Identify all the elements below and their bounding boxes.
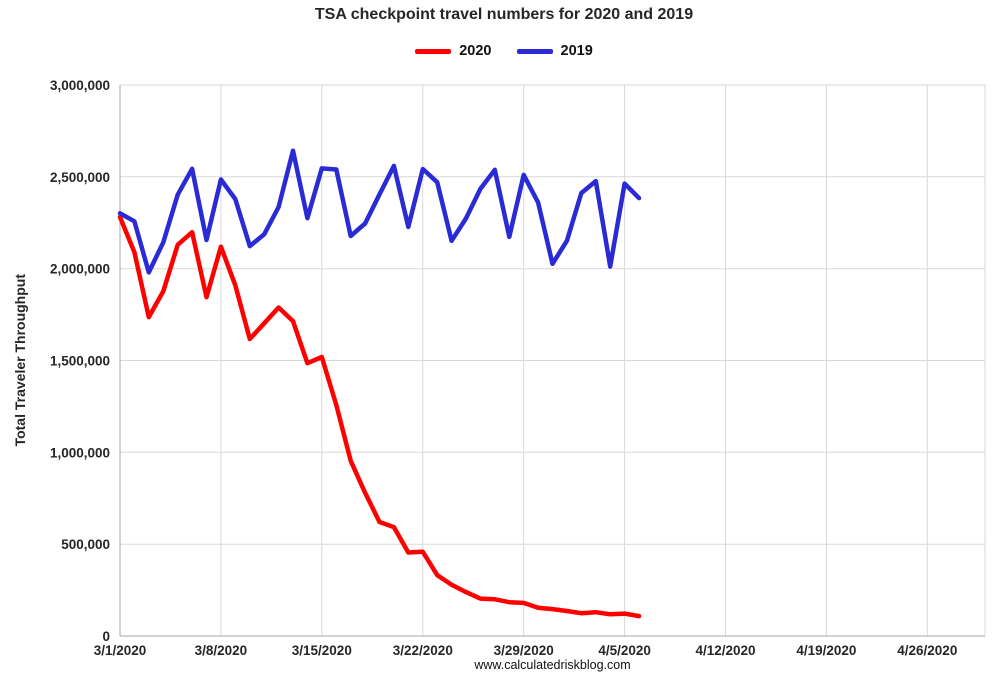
x-tick-label: 3/29/2020: [494, 643, 554, 658]
y-tick-label: 1,000,000: [50, 445, 110, 460]
x-tick-label: 3/8/2020: [195, 643, 248, 658]
series-line-2020: [117, 214, 642, 619]
x-tick-label: 4/26/2020: [897, 643, 957, 658]
y-tick-label: 2,000,000: [50, 262, 110, 277]
x-tick-label: 3/1/2020: [94, 643, 147, 658]
y-tick-label: 1,500,000: [50, 354, 110, 369]
y-tick-label: 2,500,000: [50, 170, 110, 185]
y-tick-label: 500,000: [61, 537, 110, 552]
y-tick-label: 3,000,000: [50, 78, 110, 93]
legend-swatch-2020: [415, 48, 452, 54]
legend-item-2020: 2020: [415, 43, 492, 59]
legend-label-2019: 2019: [560, 43, 593, 59]
footer-url: www.calculatedriskblog.com: [474, 658, 631, 672]
x-tick-label: 3/15/2020: [292, 643, 352, 658]
y-tick-label: 0: [102, 629, 110, 644]
series-line-2019: [117, 148, 642, 275]
x-tick-label: 4/12/2020: [695, 643, 755, 658]
legend-swatch-2019: [516, 48, 553, 54]
chart-title: TSA checkpoint travel numbers for 2020 a…: [314, 6, 694, 23]
legend: 2020 2019: [0, 43, 1008, 59]
x-tick-label: 4/19/2020: [796, 643, 856, 658]
legend-label-2020: 2020: [459, 43, 492, 59]
legend-item-2019: 2019: [516, 43, 593, 59]
x-tick-label: 3/22/2020: [393, 643, 453, 658]
x-tick-label: 4/5/2020: [598, 643, 651, 658]
